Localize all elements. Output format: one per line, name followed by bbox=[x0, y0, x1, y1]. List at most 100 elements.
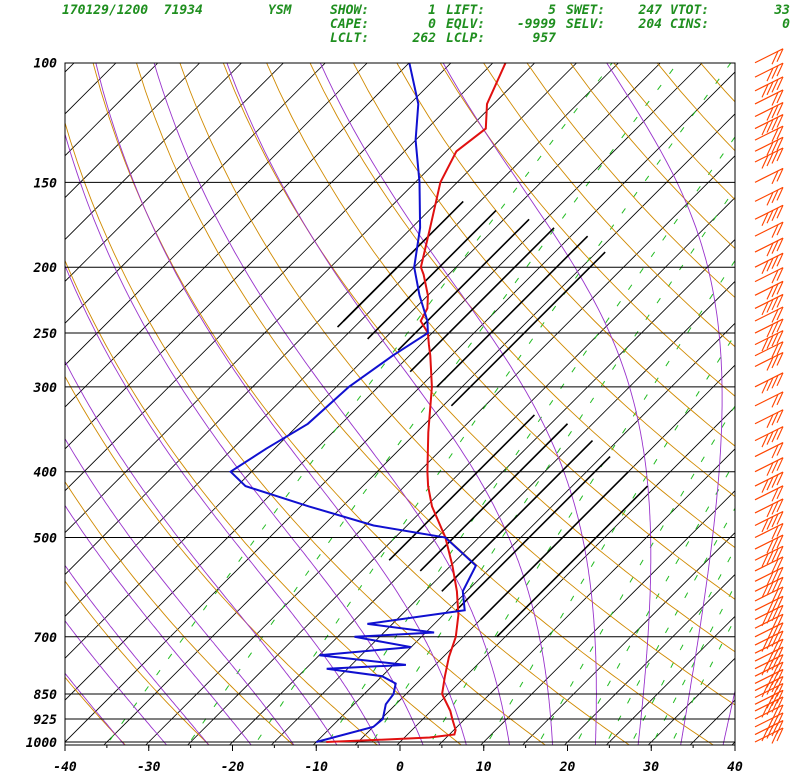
wind-barb-staff bbox=[754, 727, 784, 743]
isotherm-line bbox=[228, 238, 735, 745]
mixing-ratio-line bbox=[629, 548, 735, 745]
wind-barb-feather bbox=[771, 488, 779, 502]
wind-barb bbox=[754, 676, 784, 698]
pressure-tick-label: 925 bbox=[34, 713, 58, 728]
wind-barb-feather bbox=[771, 344, 779, 358]
wind-barb-feather bbox=[766, 323, 774, 338]
wind-barb-feather bbox=[776, 125, 784, 140]
wind-barb-staff bbox=[754, 510, 784, 527]
sounding-header: 170129/1200 71934 YSM SHOW: 1 LIFT: 5 SW… bbox=[0, 0, 796, 50]
moist-adiabat-line bbox=[606, 63, 723, 745]
wind-barb bbox=[754, 204, 784, 227]
wind-barb-feather bbox=[776, 89, 784, 104]
wind-barb bbox=[754, 661, 784, 678]
wind-barb-staff bbox=[754, 676, 784, 692]
wind-barb-feather bbox=[761, 727, 769, 742]
wind-barb-feather bbox=[776, 409, 784, 423]
isotherm-line bbox=[65, 63, 368, 366]
isotherm-line bbox=[65, 63, 201, 199]
wind-barb-feather bbox=[771, 513, 779, 528]
isotherm-line bbox=[65, 63, 326, 324]
wind-barb-feather bbox=[766, 503, 774, 518]
moist-adiabat-line bbox=[65, 672, 126, 745]
wind-barb-feather bbox=[771, 255, 779, 269]
wind-barb bbox=[754, 306, 784, 323]
index-label-lift: LIFT: bbox=[446, 3, 486, 18]
wind-barb bbox=[754, 545, 784, 567]
wind-barb-staff bbox=[754, 409, 784, 425]
wind-barb-feather bbox=[771, 537, 779, 551]
wind-barb-staff bbox=[754, 604, 784, 620]
stable-layer-hatch-line bbox=[455, 455, 611, 611]
wind-barb-staff bbox=[754, 556, 784, 572]
index-value-lclt: 262 bbox=[412, 31, 436, 46]
wind-barb-feather bbox=[771, 283, 779, 298]
wind-barb-feather bbox=[776, 114, 784, 128]
isotherm-line bbox=[65, 63, 410, 408]
wind-barb-staff bbox=[754, 62, 784, 78]
wind-barb-feather bbox=[771, 240, 779, 254]
dry-adiabat-line bbox=[439, 63, 735, 397]
index-label-swet: SWET: bbox=[566, 3, 606, 18]
wind-barb-feather bbox=[776, 471, 784, 486]
isotherm-line bbox=[65, 63, 117, 115]
stable-layer-hatch-line bbox=[343, 200, 464, 322]
wind-barb-feather bbox=[771, 170, 779, 185]
wind-barb-feather bbox=[761, 433, 769, 448]
wind-barb-staff bbox=[754, 186, 784, 202]
wind-barb-feather bbox=[776, 352, 784, 366]
wind-barb bbox=[754, 221, 784, 238]
wind-barb-feather bbox=[776, 577, 784, 591]
wind-barb bbox=[754, 566, 784, 586]
isotherm-line bbox=[480, 490, 735, 745]
wind-barb-staff bbox=[754, 654, 784, 670]
index-label-vtot: VTOT: bbox=[670, 3, 710, 18]
wind-barb-feather bbox=[776, 534, 784, 549]
isotherm-line bbox=[563, 573, 735, 745]
wind-barb-feather bbox=[776, 147, 784, 162]
wind-barb-feather bbox=[771, 412, 779, 426]
wind-barb-feather bbox=[766, 286, 774, 300]
pressure-axis-labels: 100 150 200 250 300 400 500 700 850 925 1000 bbox=[26, 57, 57, 751]
wind-barb bbox=[754, 125, 784, 142]
wind-barb-feather bbox=[771, 51, 779, 65]
wind-barb-feather bbox=[771, 375, 779, 389]
wind-barb-staff bbox=[754, 630, 784, 646]
pressure-tick-label: 250 bbox=[33, 327, 58, 342]
wind-barb-feather bbox=[771, 128, 779, 142]
wind-barb-feather bbox=[766, 572, 774, 586]
wind-barb-staff bbox=[754, 167, 784, 183]
dry-adiabat-line bbox=[396, 63, 735, 447]
wind-barb-feather bbox=[761, 301, 769, 316]
index-value-vtot: 33 bbox=[774, 3, 790, 18]
wind-barb bbox=[754, 442, 784, 459]
pressure-tick-label: 200 bbox=[33, 261, 58, 276]
stable-layer-hatch-line bbox=[450, 251, 606, 407]
wind-barb bbox=[754, 409, 784, 428]
wind-barb-feather bbox=[771, 444, 779, 459]
wind-barb bbox=[754, 280, 784, 300]
wind-barb bbox=[754, 426, 784, 448]
wind-barb-feather bbox=[771, 656, 779, 671]
wind-barb-staff bbox=[754, 125, 784, 141]
wind-barb-feather bbox=[776, 48, 784, 62]
wind-barb-staff bbox=[754, 668, 784, 684]
wind-barb-staff bbox=[754, 442, 784, 458]
dry-adiabat-line bbox=[65, 676, 126, 745]
wind-barb-staff bbox=[754, 704, 784, 720]
wind-barb-feather bbox=[771, 548, 779, 562]
wind-barb-staff bbox=[754, 712, 784, 728]
pressure-tick-label: 400 bbox=[34, 466, 58, 481]
wind-barb-feather bbox=[771, 598, 779, 613]
wind-barb-staff bbox=[754, 114, 784, 130]
mixing-ratio-line bbox=[253, 63, 732, 745]
wind-barb-staff bbox=[754, 682, 784, 699]
wind-barb-staff bbox=[754, 351, 784, 368]
wind-barb-staff bbox=[754, 293, 784, 309]
wind-barb-feather bbox=[776, 596, 784, 610]
wind-barb-feather bbox=[766, 695, 774, 709]
wind-barb bbox=[754, 498, 784, 518]
mixing-ratio-line bbox=[574, 460, 735, 745]
wind-barb-feather bbox=[771, 589, 779, 603]
moist-adiabat-line bbox=[65, 437, 295, 745]
